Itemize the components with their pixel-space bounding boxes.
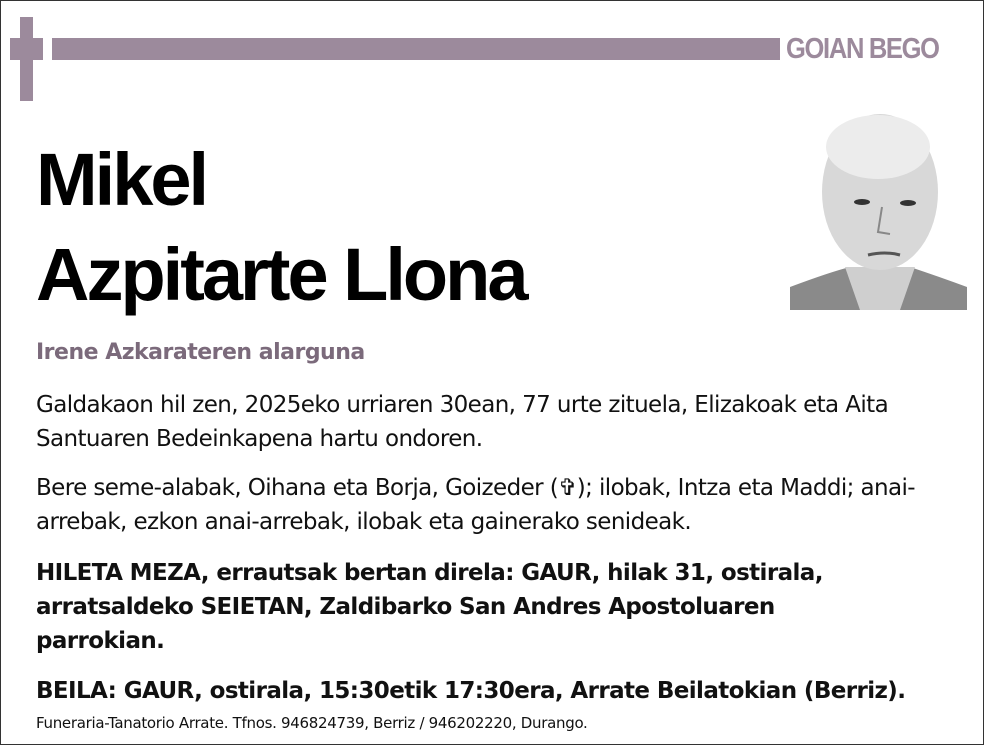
family-paragraph: Bere seme-alabak, Oihana eta Borja, Goiz… <box>36 471 956 539</box>
cross-icon-arm <box>10 38 43 60</box>
surnames: Azpitarte Llona <box>36 233 528 316</box>
death-paragraph: Galdakaon hil zen, 2025eko urriaren 30ea… <box>36 392 889 452</box>
header-bar <box>52 38 780 60</box>
deceased-name: Mikel Azpitarte Llona <box>36 132 528 322</box>
family-text-rest: ); ilobak, Intza eta Maddi; anai-arrebak… <box>36 475 916 535</box>
wake-paragraph: BEILA: GAUR, ostirala, 15:30etik 17:30er… <box>36 678 906 704</box>
family-text: Bere seme-alabak, Oihana eta Borja, Goiz… <box>36 475 559 501</box>
deceased-symbol-icon: ✞ <box>558 475 577 501</box>
portrait-photo <box>790 107 967 310</box>
header-label: GOIAN BEGO <box>786 33 940 65</box>
relation-subtitle: Irene Azkarateren alarguna <box>36 340 365 365</box>
footer-funeral-home: Funeraria-Tanatorio Arrate. Tfnos. 94682… <box>36 714 588 732</box>
first-name: Mikel <box>36 138 209 221</box>
funeral-paragraph: HILETA MEZA, errautsak bertan direla: GA… <box>36 560 823 654</box>
